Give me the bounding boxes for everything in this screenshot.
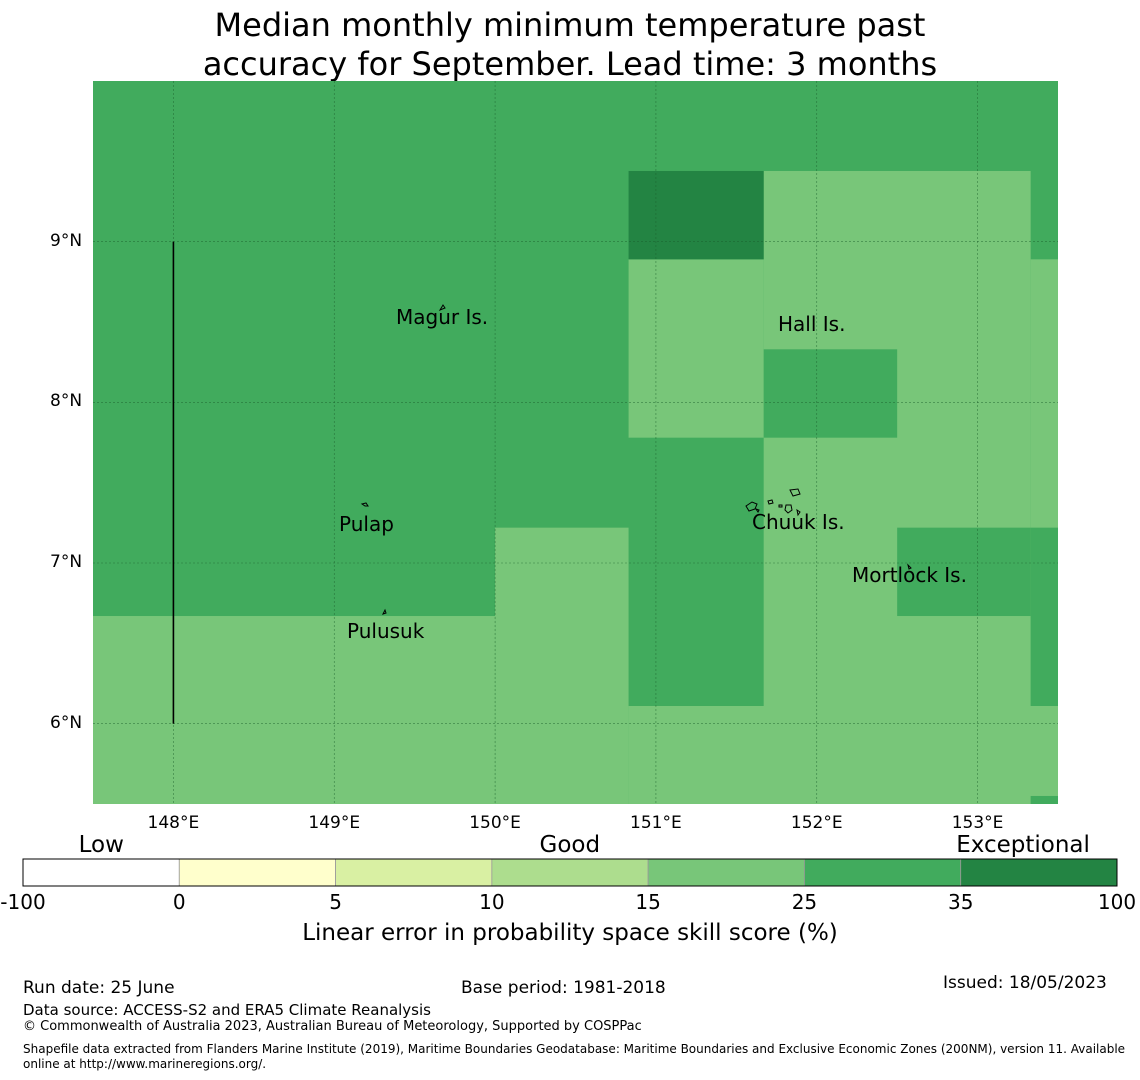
skill-region-10 xyxy=(1030,795,1058,804)
colorbar-swatch xyxy=(647,858,805,887)
skill-region-2 xyxy=(495,527,629,804)
island-outline xyxy=(778,504,783,508)
island-outlines xyxy=(360,304,912,615)
colorbar-tick: 15 xyxy=(635,890,661,914)
island-outline xyxy=(382,608,387,615)
lon-label: 151°E xyxy=(630,813,682,833)
place-label: Hall Is. xyxy=(778,312,846,336)
place-label: Chuuk Is. xyxy=(752,510,845,534)
colorbar xyxy=(22,858,1118,887)
colorbar-frame xyxy=(22,858,1118,887)
colorbar-tick: 25 xyxy=(791,890,818,914)
skill-region-7 xyxy=(763,349,898,438)
island-outline xyxy=(767,499,774,505)
island-outline xyxy=(796,508,801,517)
colorbar-title: Linear error in probability space skill … xyxy=(302,920,838,946)
place-label: Magur Is. xyxy=(396,305,489,329)
shapefile-credit: Shapefile data extracted from Flanders M… xyxy=(23,1042,1126,1071)
island-outline xyxy=(745,501,758,512)
colorbar-swatch xyxy=(22,858,180,887)
island-outline xyxy=(360,502,369,507)
lon-label: 148°E xyxy=(147,813,200,833)
colorbar-swatch xyxy=(804,858,962,887)
colorbar-category: Low xyxy=(78,832,124,858)
skill-regions xyxy=(93,81,1058,804)
map-title-line-1: Median monthly minimum temperature past xyxy=(214,6,926,44)
lon-label: 150°E xyxy=(469,813,521,833)
colorbar-category: Exceptional xyxy=(956,832,1090,858)
map-title: Median monthly minimum temperature past … xyxy=(0,6,1140,84)
colorbar-tick: 5 xyxy=(329,890,342,914)
island-outline xyxy=(754,508,760,513)
colorbar-tick: 100 xyxy=(1097,890,1137,914)
skill-region-8 xyxy=(897,527,1031,617)
colorbar-tick: -100 xyxy=(0,890,46,914)
lon-label: 153°E xyxy=(951,813,1004,833)
colorbar-category: Good xyxy=(539,832,601,858)
colorbar-swatch xyxy=(178,858,336,887)
place-label: Pulap xyxy=(339,512,394,536)
place-label: Mortlock Is. xyxy=(852,563,967,587)
colorbar-swatch xyxy=(335,858,493,887)
colorbar-swatch xyxy=(491,858,649,887)
island-outline xyxy=(907,563,912,570)
skill-region-9 xyxy=(1030,527,1058,706)
colorbar-swatch xyxy=(960,858,1118,887)
island-outline xyxy=(789,488,801,497)
data-source: Data source: ACCESS-S2 and ERA5 Climate … xyxy=(23,1001,431,1019)
run-date: Run date: 25 June xyxy=(23,978,175,998)
lat-label: 6°N xyxy=(50,712,83,733)
skill-region-11 xyxy=(628,170,764,260)
lat-label: 9°N xyxy=(50,230,83,251)
skill-region-4 xyxy=(628,259,764,438)
copyright: © Commonwealth of Australia 2023, Austra… xyxy=(23,1019,642,1034)
colorbar-tick: 35 xyxy=(947,890,974,914)
island-outline xyxy=(438,304,446,312)
map-title-line-2: accuracy for September. Lead time: 3 mon… xyxy=(202,45,938,83)
skill-region-1 xyxy=(93,616,496,804)
lon-label: 152°E xyxy=(790,813,843,833)
island-outline xyxy=(784,504,793,514)
colorbar-tick: 10 xyxy=(479,890,505,914)
lat-label: 7°N xyxy=(50,552,83,572)
lon-label: 149°E xyxy=(308,813,361,833)
colorbar-tick: 0 xyxy=(172,890,186,914)
skill-region-5 xyxy=(763,170,1031,706)
lat-label: 8°N xyxy=(50,391,83,412)
place-label: Pulusuk xyxy=(347,619,425,643)
base-period: Base period: 1981-2018 xyxy=(461,978,666,998)
issued-date: Issued: 18/05/2023 xyxy=(943,973,1107,993)
skill-region-3 xyxy=(628,705,1058,804)
